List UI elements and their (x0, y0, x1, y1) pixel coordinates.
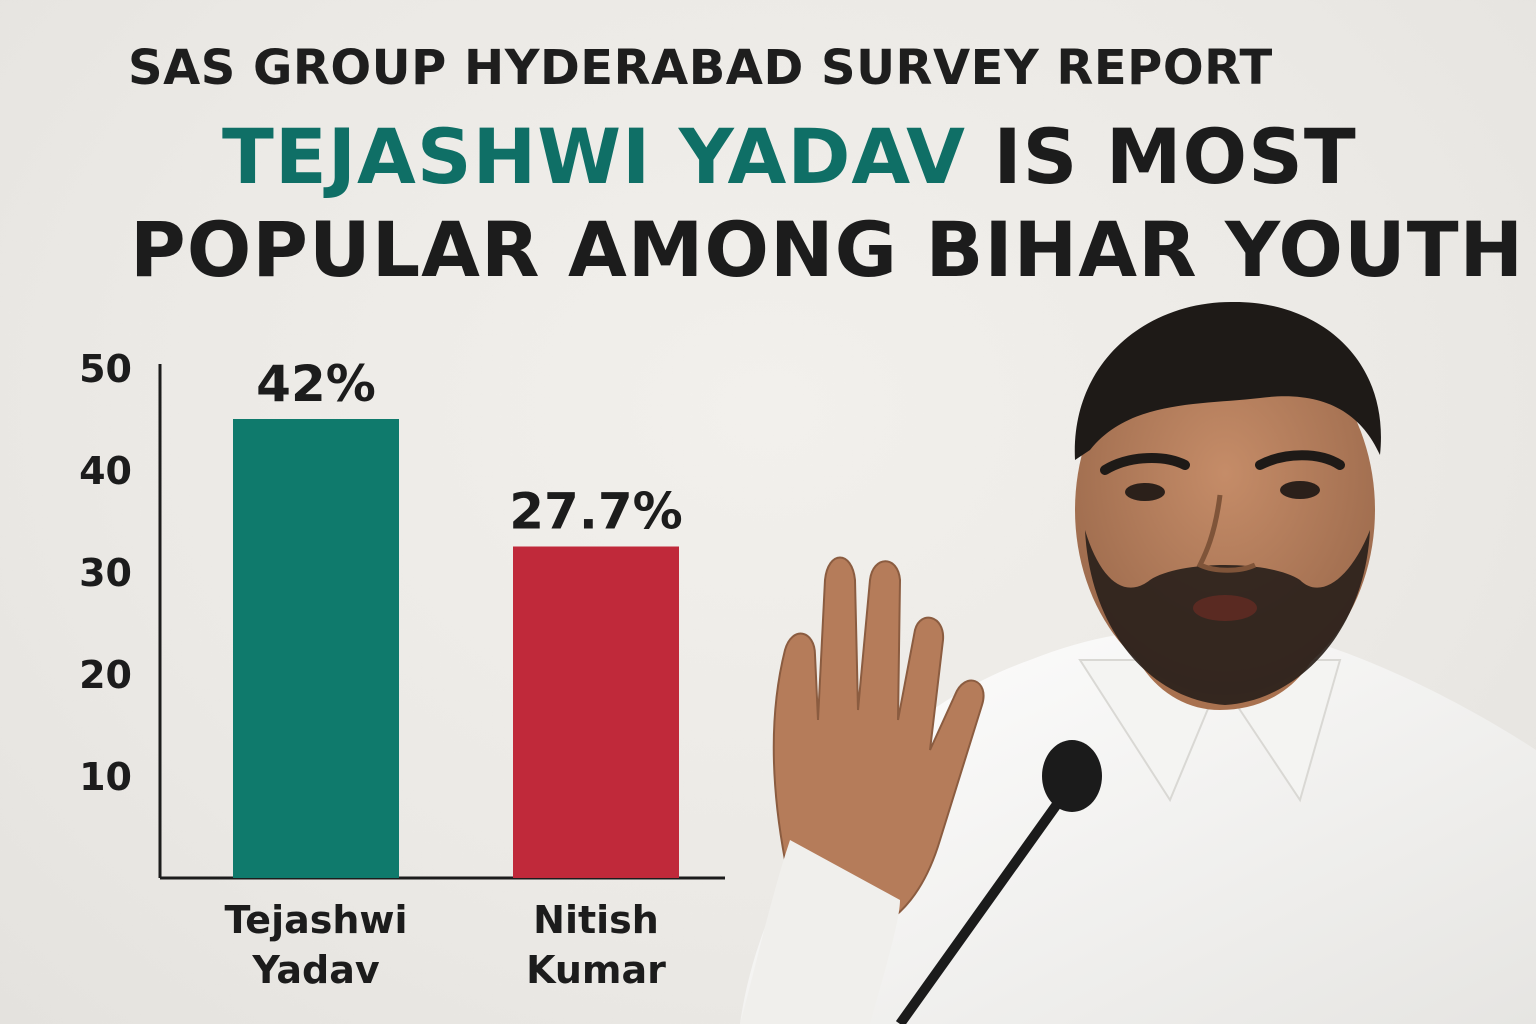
bar-tejashwi-yadav (233, 419, 399, 878)
y-tick-label: 40 (79, 449, 132, 493)
speaker-photo-illustration (740, 301, 1536, 1024)
headline-accent-name: TEJASHWI YADAV (222, 112, 966, 201)
y-tick-label: 10 (79, 755, 132, 799)
headline-line-1: TEJASHWI YADAV IS MOST (222, 112, 1536, 201)
data-label: 27.7% (509, 483, 682, 541)
category-label: Nitish (533, 898, 659, 942)
category-label: Kumar (526, 948, 666, 992)
microphone-stand (895, 797, 1065, 1024)
y-tick-label: 50 (79, 347, 132, 391)
bar-chart-svg: 10 20 30 40 50 42% Tejashwi Yadav 27.7% Nitish Kum… (79, 347, 725, 992)
microphone-head (1042, 740, 1102, 812)
category-label: Yadav (251, 948, 380, 992)
bar-chart: 10 20 30 40 50 42% Tejashwi Yadav 27.7% Nitish Kum… (60, 330, 760, 1020)
bar-nitish-kumar (513, 546, 679, 878)
data-label: 42% (256, 355, 376, 413)
report-kicker: SAS GROUP HYDERABAD SURVEY REPORT (128, 40, 1273, 96)
headline-line-2: POPULAR AMONG BIHAR YOUTH (130, 205, 1525, 294)
raised-hand (772, 556, 985, 932)
headline-rest: IS MOST (993, 112, 1357, 201)
category-label: Tejashwi (224, 898, 407, 942)
hair-shape (1074, 301, 1381, 460)
y-tick-label: 20 (79, 653, 132, 697)
speaker-photo (700, 280, 1536, 1024)
header: SAS GROUP HYDERABAD SURVEY REPORT TEJASH… (0, 0, 1536, 300)
y-tick-label: 30 (79, 551, 132, 595)
